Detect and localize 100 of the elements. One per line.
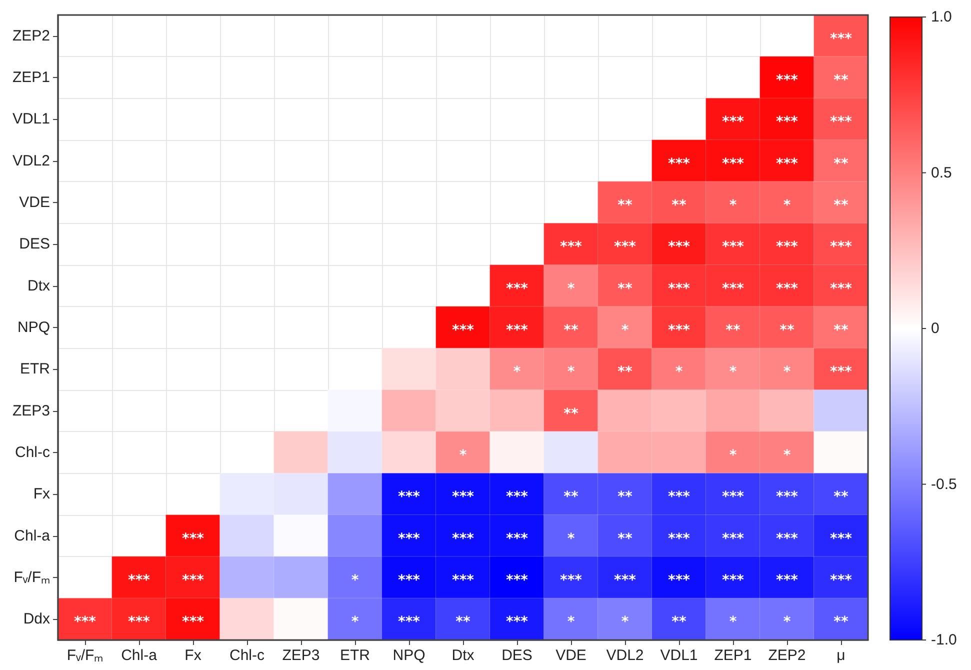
x-tick-label: ZEP2 xyxy=(768,647,806,664)
data-label: ** xyxy=(834,489,849,506)
data-label: *** xyxy=(506,280,529,297)
data-label: *** xyxy=(560,572,583,588)
data-label: *** xyxy=(506,614,529,630)
y-tick-label: Ddx xyxy=(23,610,50,628)
data-label: ** xyxy=(618,530,633,547)
data-label: * xyxy=(783,448,792,464)
data-label: *** xyxy=(722,280,745,297)
x-tick-label: DES xyxy=(502,647,532,664)
data-label: *** xyxy=(776,489,799,506)
y-tick-label: NPQ xyxy=(17,319,50,336)
y-tick-label: ZEP3 xyxy=(12,402,50,420)
color-bar-label: 1.0 xyxy=(931,8,952,26)
color-bar-label: -0.5 xyxy=(931,476,957,493)
data-label: *** xyxy=(452,530,475,547)
data-label: *** xyxy=(506,489,529,506)
y-tick-label: Fᵥ/Fₘ xyxy=(14,569,50,586)
data-label: * xyxy=(567,280,576,297)
data-label: * xyxy=(459,448,468,464)
data-label: * xyxy=(621,614,630,630)
data-label: ** xyxy=(564,489,579,506)
y-tick-label: Chl-c xyxy=(14,444,50,461)
data-label: * xyxy=(675,364,684,380)
data-label: *** xyxy=(830,280,853,297)
x-tick-label: Fᵥ/Fₘ xyxy=(66,647,104,664)
data-label: ** xyxy=(564,322,579,338)
data-label: ** xyxy=(834,198,849,214)
data-label: * xyxy=(729,614,738,630)
data-label: * xyxy=(567,614,576,630)
data-label: ** xyxy=(780,322,795,338)
data-label: *** xyxy=(722,572,745,588)
x-tick-label: μ xyxy=(836,647,846,664)
data-label: * xyxy=(351,572,360,588)
x-tick-label: Chl-a xyxy=(121,647,158,664)
data-label: ** xyxy=(726,322,741,338)
data-label: *** xyxy=(722,156,745,172)
data-label: *** xyxy=(398,614,421,630)
data-label: *** xyxy=(830,114,853,130)
data-label: * xyxy=(567,364,576,380)
data-label: *** xyxy=(830,530,853,547)
data-label: *** xyxy=(506,572,529,588)
data-label: ** xyxy=(834,614,849,630)
color-bar-label: 0.5 xyxy=(931,164,952,182)
data-label: * xyxy=(729,448,738,464)
color-bar-label: 0 xyxy=(931,320,940,337)
data-label: *** xyxy=(452,322,475,338)
y-tick-label: Chl-a xyxy=(14,527,51,544)
data-label: *** xyxy=(560,239,583,256)
y-tick-label: Fx xyxy=(33,486,50,503)
data-label: *** xyxy=(452,572,475,588)
data-label: *** xyxy=(776,572,799,588)
data-label: *** xyxy=(722,530,745,547)
data-label: ** xyxy=(672,614,687,630)
data-label: ** xyxy=(834,322,849,338)
data-label: * xyxy=(783,364,792,380)
x-tick-label: Dtx xyxy=(452,647,475,664)
data-label: ** xyxy=(834,156,849,172)
y-tick-label: ETR xyxy=(20,360,50,378)
data-label: ** xyxy=(618,489,633,506)
data-label: ** xyxy=(618,198,633,214)
data-label: *** xyxy=(668,572,691,588)
y-tick-label: VDE xyxy=(19,194,50,211)
y-tick-label: ZEP1 xyxy=(12,69,50,86)
data-label: *** xyxy=(776,239,799,256)
data-label: * xyxy=(351,614,360,630)
data-label: * xyxy=(783,614,792,630)
x-tick-label: VDL1 xyxy=(660,647,698,664)
data-label: *** xyxy=(668,280,691,297)
x-tick-label: NPQ xyxy=(392,647,426,664)
x-tick-label: ZEP3 xyxy=(282,647,320,664)
data-label: *** xyxy=(722,489,745,506)
x-tick-label: VDL2 xyxy=(606,647,644,664)
data-label: ** xyxy=(456,614,471,630)
x-tick-label: Chl-c xyxy=(229,647,265,664)
data-label: *** xyxy=(506,530,529,547)
data-label: ** xyxy=(672,198,687,214)
data-label: *** xyxy=(830,572,853,588)
y-tick-label: VDL2 xyxy=(12,152,50,170)
data-label: ** xyxy=(834,72,849,88)
x-tick-label: ETR xyxy=(340,647,370,664)
data-label: *** xyxy=(668,530,691,547)
data-label: * xyxy=(783,198,792,214)
data-label: *** xyxy=(776,156,799,172)
data-label: *** xyxy=(776,72,799,88)
data-label: *** xyxy=(182,572,205,588)
data-label: * xyxy=(567,530,576,547)
data-label: *** xyxy=(830,364,853,380)
data-label: *** xyxy=(398,530,421,547)
x-tick-label: ZEP1 xyxy=(714,647,752,664)
data-label: *** xyxy=(614,239,637,256)
data-label: *** xyxy=(830,30,853,47)
x-tick-label: VDE xyxy=(556,647,586,664)
data-label: * xyxy=(729,198,738,214)
data-label: *** xyxy=(128,614,151,630)
x-tick-label: Fx xyxy=(184,647,202,664)
y-tick-label: VDL1 xyxy=(12,110,50,128)
data-label: *** xyxy=(398,489,421,506)
data-label: *** xyxy=(776,280,799,297)
data-label: *** xyxy=(452,489,475,506)
